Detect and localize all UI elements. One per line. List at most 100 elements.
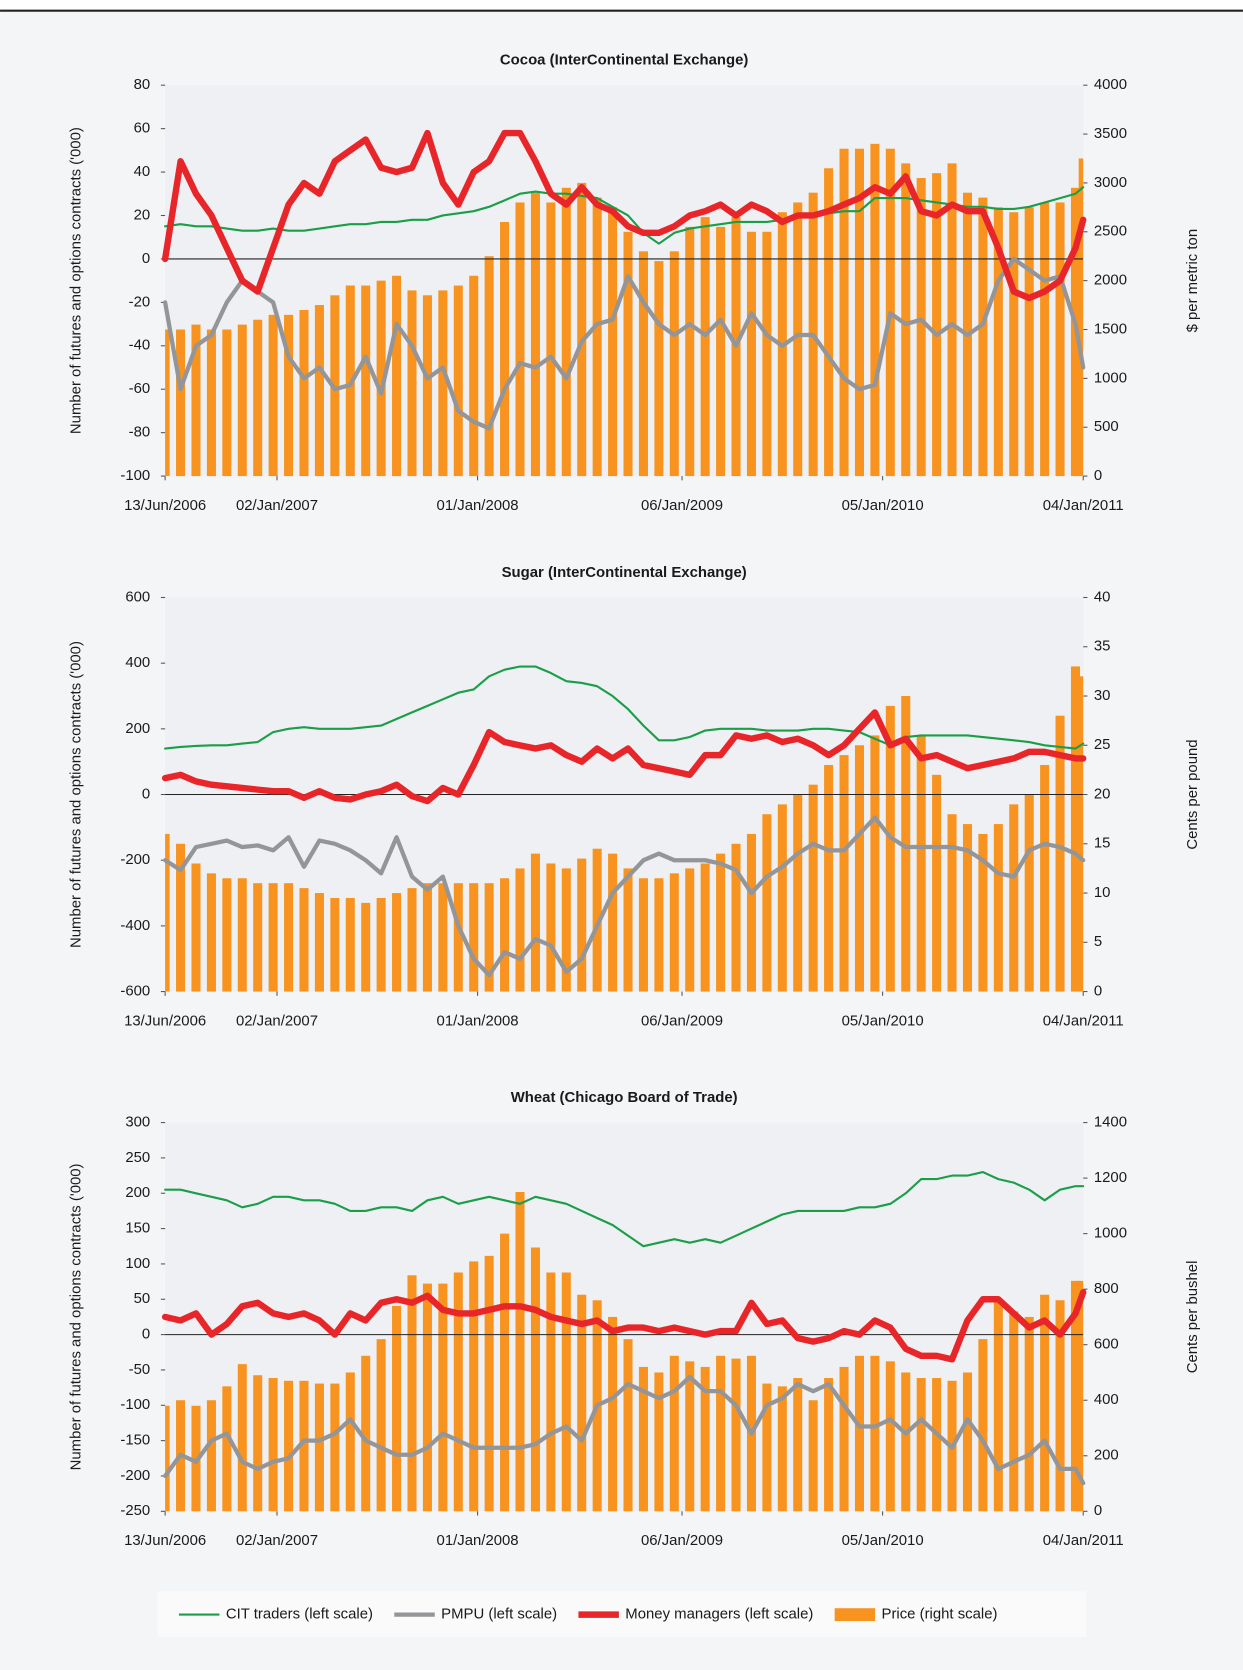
series-line — [161, 1289, 1087, 1363]
legend-label: Money managers (left scale) — [625, 1607, 813, 1623]
price-bar — [746, 231, 756, 477]
y2-tick-label: 1200 — [1094, 1170, 1127, 1186]
price-bar — [253, 883, 263, 992]
price-bar — [284, 1380, 294, 1512]
y-tick-label: 200 — [125, 721, 150, 737]
price-bar — [716, 853, 726, 992]
price-bar — [839, 148, 849, 477]
price-bar — [808, 784, 818, 992]
x-tick-label: 06/Jan/2009 — [641, 498, 723, 514]
legend-swatch — [834, 1608, 876, 1622]
y-tick-label: -50 — [129, 1362, 151, 1378]
y2-tick-label: 3500 — [1094, 126, 1127, 142]
price-bar — [762, 231, 772, 477]
price-bar — [870, 1355, 880, 1512]
price-bar — [561, 868, 571, 992]
price-bar — [376, 280, 386, 477]
price-bar — [1055, 202, 1065, 477]
y2-tick-label: 600 — [1094, 1337, 1119, 1353]
y-tick-label: -20 — [129, 294, 151, 310]
price-bar — [592, 197, 602, 477]
y2-tick-label: 0 — [1094, 984, 1102, 1000]
series-line — [164, 1171, 1085, 1248]
series-line — [162, 1374, 1086, 1486]
x-tick-label: 01/Jan/2008 — [437, 1013, 519, 1029]
y2-tick-label: 1500 — [1094, 321, 1127, 337]
price-bar — [253, 1375, 263, 1512]
price-bar — [253, 319, 263, 477]
price-bar — [808, 1400, 818, 1512]
y-tick-label: -200 — [120, 852, 150, 868]
x-tick-label: 13/Jun/2006 — [124, 1013, 206, 1029]
y-tick-label: 80 — [134, 77, 151, 93]
price-bar — [469, 883, 479, 992]
price-bar — [1009, 1311, 1019, 1512]
price-bar — [376, 897, 386, 992]
price-bar — [1024, 794, 1034, 992]
y2-tick-label: 2000 — [1094, 273, 1127, 289]
price-bar — [546, 863, 556, 992]
y2-tick-label: 40 — [1094, 589, 1111, 605]
price-bar — [546, 1272, 556, 1512]
price-bar — [1055, 1300, 1065, 1512]
legend-label: Price (right scale) — [882, 1607, 998, 1623]
price-bar — [901, 1372, 911, 1512]
price-bar — [222, 329, 232, 477]
x-tick-label: 06/Jan/2009 — [641, 1533, 723, 1549]
legend-label: PMPU (left scale) — [441, 1607, 557, 1623]
y2-tick-label: 1000 — [1094, 370, 1127, 386]
y2-tick-label: 5 — [1094, 934, 1102, 950]
price-bar — [1078, 676, 1084, 992]
price-bar — [824, 764, 834, 992]
y-tick-label: 0 — [142, 251, 150, 267]
y-tick-label: -40 — [129, 338, 151, 354]
price-bar — [392, 1305, 402, 1512]
price-bar — [901, 696, 911, 992]
price-bar — [453, 883, 463, 992]
y-tick-label: 300 — [125, 1115, 150, 1131]
price-bar — [515, 1191, 525, 1512]
price-bar — [422, 1283, 432, 1512]
y-tick-label: 100 — [125, 1256, 150, 1272]
y-tick-label: -600 — [120, 984, 150, 1000]
price-bar — [500, 222, 510, 477]
price-bar — [901, 163, 911, 477]
y2-tick-label: 1400 — [1094, 1115, 1127, 1131]
y2-tick-label: 3000 — [1094, 175, 1127, 191]
y-axis-label: Number of futures and options contracts … — [69, 641, 85, 948]
price-bar — [222, 1386, 232, 1512]
price-bar — [685, 868, 695, 992]
y2-axis-label: $ per metric ton — [1185, 229, 1201, 333]
y2-tick-label: 2500 — [1094, 224, 1127, 240]
y-tick-label: 20 — [134, 207, 151, 223]
price-bar — [1009, 212, 1019, 477]
price-bar — [191, 324, 201, 477]
y2-axis-label: Cents per bushel — [1185, 1261, 1201, 1374]
price-bar — [530, 192, 540, 477]
price-bar — [1055, 715, 1065, 992]
price-bar — [731, 1358, 741, 1512]
price-bar — [1070, 1280, 1080, 1512]
price-bar — [608, 1316, 618, 1512]
x-tick-label: 04/Jan/2011 — [1043, 1533, 1124, 1549]
price-bar — [793, 202, 803, 477]
price-bar — [654, 1372, 664, 1512]
price-bar — [638, 878, 648, 992]
series-line — [162, 815, 1086, 978]
x-tick-label: 13/Jun/2006 — [124, 498, 206, 514]
legend-box — [157, 1591, 1087, 1637]
price-bar — [685, 1361, 695, 1512]
price-bar — [608, 207, 618, 477]
price-bar — [654, 878, 664, 992]
y2-tick-label: 200 — [1094, 1448, 1119, 1464]
y-tick-label: 60 — [134, 121, 151, 137]
price-bar — [237, 324, 247, 477]
price-bar — [176, 843, 186, 992]
price-bar — [314, 305, 324, 477]
price-bar — [561, 187, 571, 477]
price-bar — [314, 1383, 324, 1512]
series-line — [162, 256, 1086, 431]
price-bar — [947, 163, 957, 477]
price-bar — [700, 863, 710, 992]
price-bar — [932, 1378, 942, 1512]
